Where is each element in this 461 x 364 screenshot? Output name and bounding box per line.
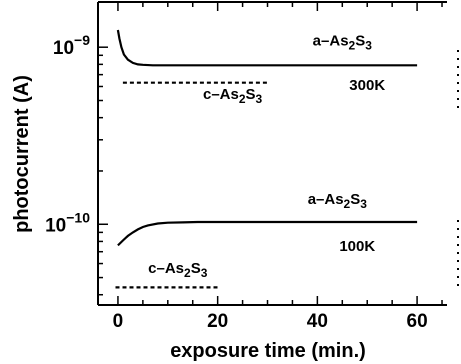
- annotation-t100: 100K: [339, 238, 375, 255]
- tick-labels: 0 20 40 60 10−9 10−10: [45, 32, 428, 332]
- plot-frame: [97, 1, 447, 306]
- y-axis-title: photocurrent (A): [11, 75, 33, 233]
- annotation-c100: c–As2S3: [148, 260, 208, 280]
- axis-ticks: [98, 2, 443, 305]
- annotation-t300: 300K: [349, 77, 385, 94]
- y-tick-label: 10−10: [45, 209, 90, 236]
- annotation-a100: a–As2S3: [308, 191, 368, 211]
- annotation-a300: a–As2S3: [313, 33, 373, 53]
- x-tick-label: 0: [113, 311, 124, 332]
- series-line: [116, 29, 418, 67]
- x-tick-label: 20: [207, 311, 228, 332]
- x-tick-label: 60: [407, 311, 428, 332]
- x-axis-title: exposure time (min.): [170, 340, 366, 362]
- y-tick-label: 10−9: [53, 32, 90, 59]
- series-lines: [115, 29, 418, 289]
- annotation-c300: c–As2S3: [203, 86, 263, 106]
- series-line: [117, 220, 418, 247]
- x-tick-label: 40: [307, 311, 328, 332]
- annotations: a–As2S3 c–As2S3 300K a–As2S3 100K c–As2S3: [148, 33, 385, 280]
